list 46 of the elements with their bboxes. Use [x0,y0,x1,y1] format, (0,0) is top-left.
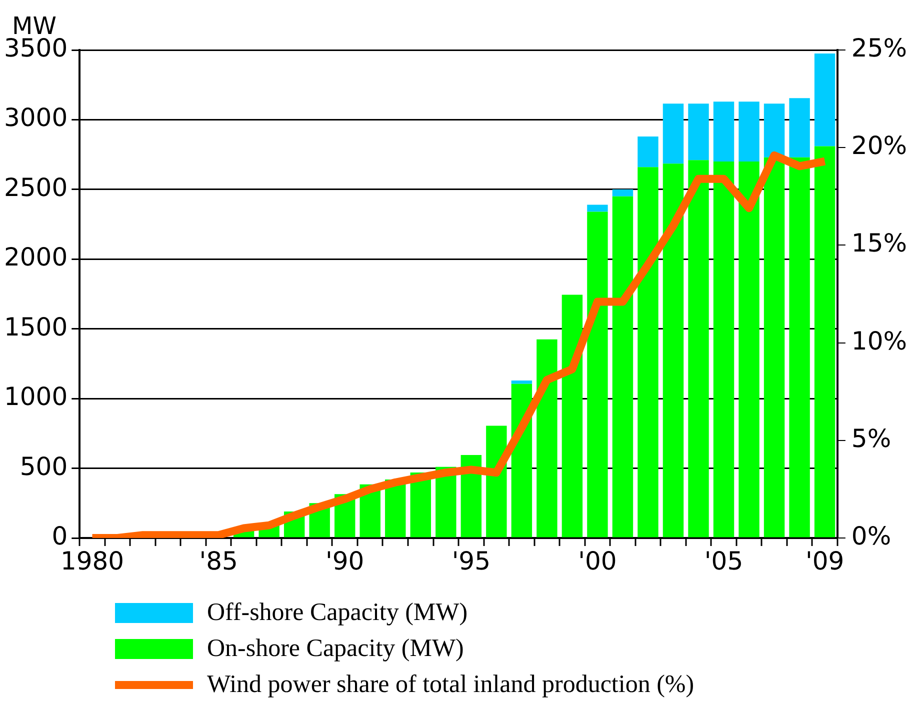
y2-tick-label: 5% [851,424,892,453]
y-tick-label: 3500 [4,34,68,62]
bar [511,380,532,384]
bar [814,53,836,146]
y2-tick-label: 10% [851,326,908,356]
bar [638,136,658,168]
x-tick-label: '85 [199,546,238,576]
bar [536,339,558,538]
bar [562,294,583,538]
bar [638,167,658,538]
y-tick-label: 500 [20,452,68,481]
bar [612,189,634,196]
y2-tick-label: 0% [851,522,892,550]
x-tick-label: '09 [805,546,844,576]
bar [789,98,810,158]
bar [587,204,608,212]
y-tick-label: 3000 [4,103,68,132]
bar [764,157,785,538]
bar [738,102,760,162]
bar [789,157,810,538]
y-tick-label: 1500 [4,312,68,342]
bar [688,104,709,160]
x-tick-label: '95 [452,546,490,576]
x-tick-label: '90 [326,546,364,576]
bar [738,162,760,538]
legend-label: Wind power share of total inland production (%) [207,671,694,699]
legend-label: On-shore Capacity (MW) [207,635,464,663]
bar [662,104,684,164]
bar [764,104,785,158]
bar [713,162,734,538]
bar [662,164,684,538]
bar [587,212,608,538]
bar [688,160,709,538]
y2-tick-label: 25% [851,34,908,62]
bar [612,196,634,538]
y-tick-label: 2500 [4,172,68,202]
y-tick-label: 2000 [4,242,68,272]
legend-label: Off-shore Capacity (MW) [207,599,468,627]
y2-tick-label: 15% [851,228,908,258]
y-tick-label: 1000 [4,382,68,412]
x-tick-label: '00 [578,546,617,576]
bar [713,102,734,162]
y2-tick-label: 20% [851,131,908,160]
bar [814,146,836,538]
bar [460,455,482,538]
x-tick-label: '05 [704,546,744,576]
